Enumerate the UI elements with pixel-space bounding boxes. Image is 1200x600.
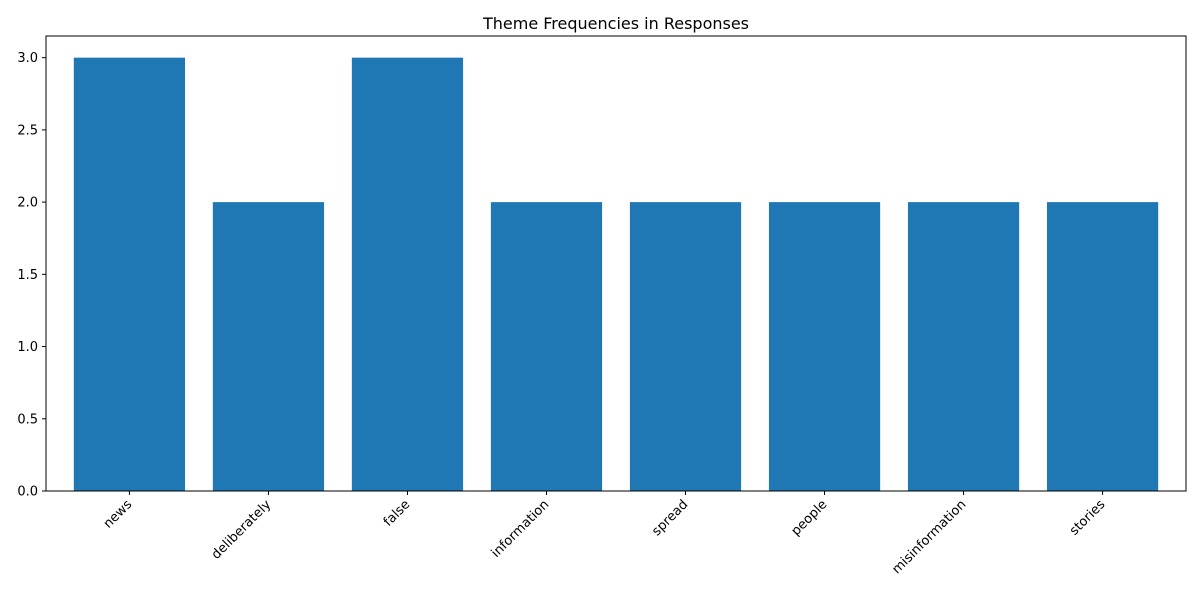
plot-frame [45,35,1187,492]
bars-group [73,57,1159,492]
x-tick-label-news: news [101,497,136,532]
bar-spread [629,202,742,491]
x-tick-label-spread: spread [649,497,691,539]
x-tick-label-deliberately: deliberately [209,497,275,563]
y-tick-label: 2.5 [17,123,38,138]
bar-stories [1046,202,1159,491]
y-tick-label: 1.5 [17,268,38,283]
y-tick-label: 0.0 [17,485,38,500]
bar-news [73,57,186,492]
y-axis: 0.0 0.5 1.0 1.5 2.0 2.5 3.0 [17,51,46,500]
x-tick-label-false: false [381,497,413,529]
x-tick-label-misinformation: misinformation [889,497,969,577]
bar-deliberately [212,202,325,491]
y-tick-label: 0.5 [17,412,38,427]
y-tick-label: 1.0 [17,340,38,355]
bar-false [351,57,464,492]
x-tick-label-stories: stories [1067,497,1109,539]
bar-misinformation [907,202,1020,491]
chart-title: Theme Frequencies in Responses [482,14,749,33]
x-tick-label-people: people [789,497,831,539]
bar-information [490,202,603,491]
y-tick-label: 3.0 [17,51,38,66]
x-tick-label-information: information [489,497,553,561]
bar-people [768,202,881,491]
x-axis: news deliberately false information spread pe… [101,491,1109,577]
y-tick-label: 2.0 [17,196,38,211]
